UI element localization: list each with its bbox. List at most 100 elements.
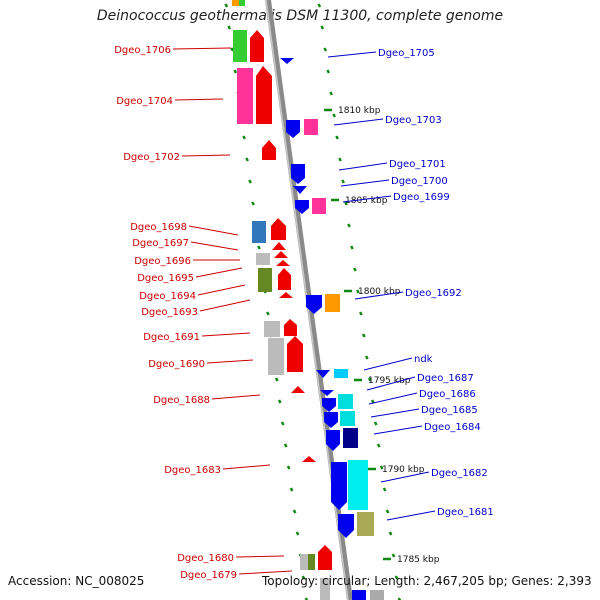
gene-label-right: Dgeo_1700: [391, 176, 448, 187]
gene-label-right: Dgeo_1703: [385, 115, 442, 126]
gene-dgeo-1690: [268, 338, 284, 375]
gene-dgeo-1700: [293, 186, 307, 194]
gene-dgeo-1701: [291, 164, 305, 184]
gene-dgeo-1697: [271, 218, 286, 240]
gene-dgeo-1697b: [272, 242, 286, 250]
gene-dgeo-1691-red: [284, 319, 297, 336]
gene-dgeo-1679: [318, 545, 332, 570]
gene-dgeo-1704-red: [256, 66, 272, 124]
gene-dgeo-1699-pink: [312, 198, 326, 214]
tick-mark: [227, 25, 232, 30]
leader-line: [211, 394, 261, 400]
tick-mark: [356, 289, 360, 294]
scale-labels: 1810 kbp 1805 kbp 1800 kbp 1795 kbp 1790 kbp…: [324, 106, 440, 565]
gene-label-left: Dgeo_1694: [139, 291, 196, 302]
tick-mark: [359, 311, 363, 316]
leader-line: [354, 291, 404, 300]
gene-label-left: Dgeo_1683: [164, 465, 221, 476]
leader-line: [188, 225, 239, 236]
tick-mark: [347, 223, 351, 228]
tick-mark: [277, 399, 282, 404]
tick-mark: [257, 245, 261, 250]
gene-label-left: Dgeo_1679: [180, 570, 237, 581]
leader-line: [222, 464, 271, 470]
leader-line: [340, 179, 390, 187]
gene-label-left: Dgeo_1691: [143, 332, 200, 343]
gene-dgeo-1683: [302, 456, 316, 462]
tick-mark: [280, 421, 285, 426]
tick-mark: [248, 179, 252, 184]
tick-mark: [353, 267, 357, 272]
gene-dgeo-1699-blue: [295, 200, 309, 214]
gene-dgeo-1692-orange: [325, 294, 340, 312]
gene-label-left: Dgeo_1697: [132, 238, 189, 249]
leader-line: [338, 162, 388, 171]
tick-mark: [391, 553, 396, 558]
gene-dgeo-1681-blue: [338, 514, 354, 538]
gene-label-left: Dgeo_1688: [153, 395, 210, 406]
gene-dgeo-1680-gray: [300, 554, 308, 570]
gene-label-left: Dgeo_1690: [148, 359, 205, 370]
leader-line: [363, 357, 413, 371]
gene-dgeo-1696: [256, 253, 270, 265]
tick-mark: [376, 443, 381, 448]
tick-mark: [344, 201, 348, 206]
gene-label-left: Dgeo_1693: [141, 307, 198, 318]
scale-label: 1790 kbp: [382, 465, 425, 475]
gene-dgeo-1682-cyan: [348, 460, 368, 510]
tick-mark: [323, 47, 328, 52]
leader-line: [174, 98, 224, 101]
gene-dgeo-1696b: [274, 251, 288, 258]
gene-label-right: Dgeo_1684: [424, 422, 481, 433]
tick-mark: [320, 25, 325, 30]
tick-mark: [286, 465, 291, 470]
gene-dgeo-1685-blue: [322, 398, 336, 412]
leader-line: [386, 510, 436, 521]
tick-mark: [385, 509, 390, 514]
tick-mark: [266, 311, 270, 316]
gene-label-right: Dgeo_1682: [431, 468, 488, 479]
scale-label: 1800 kbp: [358, 287, 401, 297]
tick-mark: [379, 465, 384, 470]
gene-label-left: Dgeo_1706: [114, 45, 171, 56]
accession-text: Accession: NC_008025: [8, 574, 145, 588]
leader-line: [199, 299, 251, 312]
gene-top-green: [239, 0, 245, 6]
leader-line: [373, 425, 423, 435]
leader-line: [366, 376, 416, 391]
gene-dgeo-1698: [252, 221, 266, 243]
leader-line: [333, 118, 384, 126]
tick-mark: [274, 377, 279, 382]
leader-line: [197, 284, 246, 296]
gene-label-left: Dgeo_1698: [130, 222, 187, 233]
gene-dgeo-1684-blue2: [326, 430, 340, 451]
tick-mark: [335, 135, 339, 140]
gene-label-left: Dgeo_1696: [134, 256, 191, 267]
gene-bottom-gray: [370, 590, 384, 600]
tick-mark: [283, 443, 288, 448]
gene-dgeo-1702: [262, 140, 276, 160]
scale-label: 1805 kbp: [345, 196, 388, 206]
tick-mark: [329, 91, 334, 96]
leader-line: [342, 195, 392, 203]
gene-dgeo-1686: [320, 390, 334, 396]
leader-line: [201, 332, 251, 337]
tick-mark: [394, 575, 399, 580]
scale-label: 1785 kbp: [397, 555, 440, 565]
topology-text: Topology: circular; Length: 2,467,205 bp…: [262, 574, 592, 588]
leader-line: [235, 555, 285, 558]
gene-dgeo-1687: [334, 369, 348, 378]
gene-dgeo-1681-olive: [357, 512, 374, 536]
leader-line: [327, 51, 377, 58]
tick-mark: [251, 201, 255, 206]
tick-mark: [350, 245, 354, 250]
tick-mark: [338, 157, 342, 162]
gene-label-right: Dgeo_1705: [378, 48, 435, 59]
map-title: Deinococcus geothermalis DSM 11300, comp…: [96, 8, 504, 24]
tick-mark: [364, 355, 369, 360]
leader-line: [190, 241, 239, 251]
gene-dgeo-1692-blue: [306, 295, 322, 314]
gene-dgeo-1680-olive: [308, 554, 315, 570]
gene-bottom-blue: [352, 590, 366, 600]
